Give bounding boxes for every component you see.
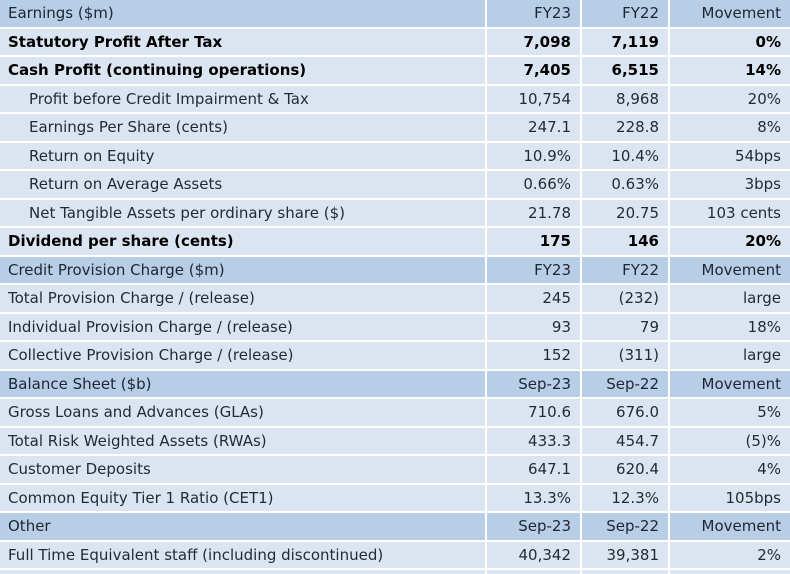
cell-movement: (5)% [670, 427, 790, 454]
cell-sep23: 13.3% [487, 484, 580, 511]
col-header-sep23: Sep-23 [487, 370, 580, 397]
cell-fy23: 0.66% [487, 171, 580, 198]
cell-fy22: 6,515 [582, 57, 668, 84]
cell-empty [0, 570, 485, 574]
cell-label: Common Equity Tier 1 Ratio (CET1) [0, 484, 485, 511]
cell-label: Gross Loans and Advances (GLAs) [0, 399, 485, 426]
cell-fy23: 175 [487, 228, 580, 255]
cell-movement: 20% [670, 228, 790, 255]
col-header-fy22: FY22 [582, 0, 668, 27]
cell-movement: 105bps [670, 484, 790, 511]
cell-sep22: 620.4 [582, 456, 668, 483]
cell-fy23: 21.78 [487, 199, 580, 226]
cell-sep22: 39,381 [582, 541, 668, 568]
cell-sep22: 12.3% [582, 484, 668, 511]
section-title-credit-provision: Credit Provision Charge ($m) [0, 256, 485, 283]
cell-label: Cash Profit (continuing operations) [0, 57, 485, 84]
cell-fy23: 152 [487, 342, 580, 369]
cell-fy23: 247.1 [487, 114, 580, 141]
cell-fy22: 7,119 [582, 28, 668, 55]
cell-empty [487, 570, 580, 574]
cell-fy22: (311) [582, 342, 668, 369]
col-header-sep22: Sep-22 [582, 513, 668, 540]
col-header-sep22: Sep-22 [582, 370, 668, 397]
cell-label: Customer Deposits [0, 456, 485, 483]
cell-movement: 4% [670, 456, 790, 483]
cell-fy22: 79 [582, 313, 668, 340]
cell-sep23: 710.6 [487, 399, 580, 426]
cell-label: Return on Equity [0, 142, 485, 169]
cell-sep22: 676.0 [582, 399, 668, 426]
cell-label: Profit before Credit Impairment & Tax [0, 85, 485, 112]
cell-fy22: 20.75 [582, 199, 668, 226]
cell-fy22: 10.4% [582, 142, 668, 169]
col-header-movement: Movement [670, 0, 790, 27]
cell-fy22: 0.63% [582, 171, 668, 198]
cell-sep23: 433.3 [487, 427, 580, 454]
cell-sep23: 40,342 [487, 541, 580, 568]
col-header-movement: Movement [670, 513, 790, 540]
cell-empty [670, 570, 790, 574]
cell-label: Total Risk Weighted Assets (RWAs) [0, 427, 485, 454]
col-header-fy23: FY23 [487, 0, 580, 27]
cell-movement: 20% [670, 85, 790, 112]
cell-label: Statutory Profit After Tax [0, 28, 485, 55]
cell-fy22: (232) [582, 285, 668, 312]
cell-movement: 5% [670, 399, 790, 426]
cell-movement: 54bps [670, 142, 790, 169]
cell-movement: large [670, 342, 790, 369]
col-header-fy22: FY22 [582, 256, 668, 283]
cell-movement: 0% [670, 28, 790, 55]
section-title-earnings: Earnings ($m) [0, 0, 485, 27]
cell-label: Dividend per share (cents) [0, 228, 485, 255]
cell-movement: 8% [670, 114, 790, 141]
cell-fy23: 7,405 [487, 57, 580, 84]
cell-empty [582, 570, 668, 574]
cell-label: Return on Average Assets [0, 171, 485, 198]
section-title-balance-sheet: Balance Sheet ($b) [0, 370, 485, 397]
col-header-movement: Movement [670, 256, 790, 283]
cell-movement: 2% [670, 541, 790, 568]
cell-fy23: 10,754 [487, 85, 580, 112]
cell-fy23: 10.9% [487, 142, 580, 169]
cell-label: Total Provision Charge / (release) [0, 285, 485, 312]
cell-fy23: 93 [487, 313, 580, 340]
cell-fy23: 245 [487, 285, 580, 312]
cell-fy23: 7,098 [487, 28, 580, 55]
section-title-other: Other [0, 513, 485, 540]
col-header-fy23: FY23 [487, 256, 580, 283]
cell-fy22: 228.8 [582, 114, 668, 141]
col-header-movement: Movement [670, 370, 790, 397]
col-header-sep23: Sep-23 [487, 513, 580, 540]
cell-label: Net Tangible Assets per ordinary share (… [0, 199, 485, 226]
cell-movement: large [670, 285, 790, 312]
cell-movement: 14% [670, 57, 790, 84]
cell-label: Collective Provision Charge / (release) [0, 342, 485, 369]
cell-fy22: 8,968 [582, 85, 668, 112]
cell-label: Individual Provision Charge / (release) [0, 313, 485, 340]
cell-sep22: 454.7 [582, 427, 668, 454]
cell-label: Earnings Per Share (cents) [0, 114, 485, 141]
cell-movement: 18% [670, 313, 790, 340]
cell-label: Full Time Equivalent staff (including di… [0, 541, 485, 568]
cell-sep23: 647.1 [487, 456, 580, 483]
cell-movement: 3bps [670, 171, 790, 198]
cell-fy22: 146 [582, 228, 668, 255]
cell-movement: 103 cents [670, 199, 790, 226]
